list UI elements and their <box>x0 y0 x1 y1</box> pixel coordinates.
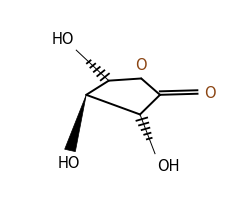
Text: HO: HO <box>51 32 74 47</box>
Text: O: O <box>204 86 215 101</box>
Text: OH: OH <box>158 159 180 174</box>
Polygon shape <box>65 95 86 152</box>
Text: HO: HO <box>58 156 80 171</box>
Text: O: O <box>136 58 147 73</box>
